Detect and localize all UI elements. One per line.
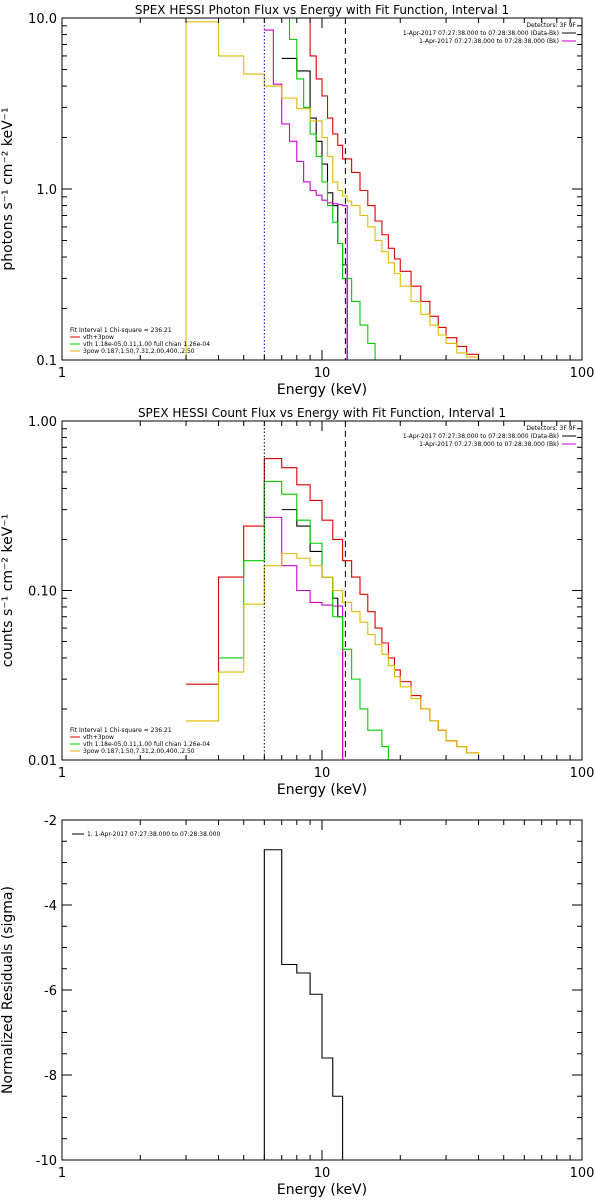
y-tick-label: 10.0 (28, 12, 57, 27)
y-tick-label: 0.01 (28, 754, 57, 769)
fit-legend-header: Fit Interval 1 Chi-square = 236.21 (70, 327, 172, 334)
series-line-4 (281, 18, 376, 360)
fit-legend-header: Fit Interval 1 Chi-square = 236.21 (70, 727, 172, 734)
y-tick-label: 0.1 (36, 354, 57, 369)
x-axis-label: Energy (keV) (277, 1182, 367, 1198)
chart-panel-2: 1 10 100 0.01 0.10 1.00 SPEX HESSI Count Flux … (0, 406, 594, 798)
chart-title: SPEX HESSI Count Flux vs Energy with Fit… (138, 406, 506, 420)
y-tick-label: 0.10 (28, 585, 57, 600)
series-line-2 (281, 57, 348, 360)
y-tick-label: -6 (44, 984, 57, 999)
x-tick-label: 1 (58, 366, 66, 381)
x-tick-label: 100 (570, 766, 595, 781)
x-tick-label: 10 (314, 1166, 331, 1181)
y-axis-label: Normalized Residuals (sigma) (0, 886, 16, 1094)
x-tick-label: 10 (314, 766, 331, 781)
plot-area (185, 18, 480, 360)
series-line-5 (186, 553, 492, 760)
chart-panel-3: 1 10 100 -10 -8 -6 -4 -2 Energy (keV) Normalized … (0, 814, 594, 1198)
y-tick-label: 1.00 (28, 415, 57, 430)
legend-entry: 1-Apr-2017 07:27:38.000 to 07:28:38.000 … (403, 433, 559, 440)
series-line-1 (263, 849, 344, 1160)
x-tick-label: 100 (570, 1166, 595, 1181)
legend-entry: 3pow 0.187,1.50,7.31,2.00,400.,2.50 (83, 748, 195, 755)
y-axis-label: photons s⁻¹ cm⁻² keV⁻¹ (0, 107, 16, 270)
y-tick-label: -10 (36, 1154, 57, 1169)
x-tick-label: 1 (58, 766, 66, 781)
legend-entry: 1-Apr-2017 07:27:38.000 to 07:28:38.000 … (419, 38, 559, 45)
series-line-3 (264, 516, 344, 760)
series-line-5 (185, 21, 480, 360)
series-line-3 (264, 29, 348, 360)
plot-area (186, 421, 492, 760)
y-axis-label: counts s⁻¹ cm⁻² keV⁻¹ (0, 514, 16, 668)
plot-frame (61, 17, 583, 361)
x-tick-label: 100 (570, 366, 595, 381)
plot-area (263, 849, 344, 1160)
x-tick-label: 1 (58, 1166, 66, 1181)
series-line-1 (309, 18, 480, 359)
y-tick-label: 1.0 (36, 183, 57, 198)
x-axis-label: Energy (keV) (277, 782, 367, 798)
plot-frame (61, 819, 583, 1161)
legend-header: Detectors: 3F 9F (526, 425, 576, 432)
legend-entry: vth 1.18e-05,0.11,1.00 full chian 1.26e-… (83, 341, 210, 348)
chart-panel-1: 1 10 100 0.1 1.0 10.0 SPEX HESSI Photon Flux v… (0, 3, 595, 398)
legend-entry: 1-Apr-2017 07:27:38.000 to 07:28:38.000 … (403, 30, 559, 37)
x-axis-label: Energy (keV) (277, 382, 367, 398)
legend-entry: vth+3pow (83, 734, 114, 741)
plot-frame (61, 420, 583, 761)
y-tick-label: -2 (44, 814, 57, 829)
y-tick-label: -4 (44, 899, 57, 914)
legend-entry: 1. 1-Apr-2017 07:27:38.000 to 07:28:38.0… (87, 831, 220, 838)
legend-entry: 1-Apr-2017 07:27:38.000 to 07:28:38.000 … (419, 441, 559, 448)
x-tick-label: 10 (314, 366, 331, 381)
series-line-2 (281, 509, 344, 760)
legend-header: Detectors: 3F 9F (526, 22, 576, 29)
legend-entry: vth+3pow (83, 334, 114, 341)
legend-entry: 3pow 0.187,1.50,7.31,2.00,400.,2.50 (83, 348, 195, 355)
legend-entry: vth 1.18e-05,0.11,1.00 full chian 1.26e-… (83, 741, 210, 748)
y-tick-label: -8 (44, 1069, 57, 1084)
chart-title: SPEX HESSI Photon Flux vs Energy with Fi… (135, 3, 509, 17)
